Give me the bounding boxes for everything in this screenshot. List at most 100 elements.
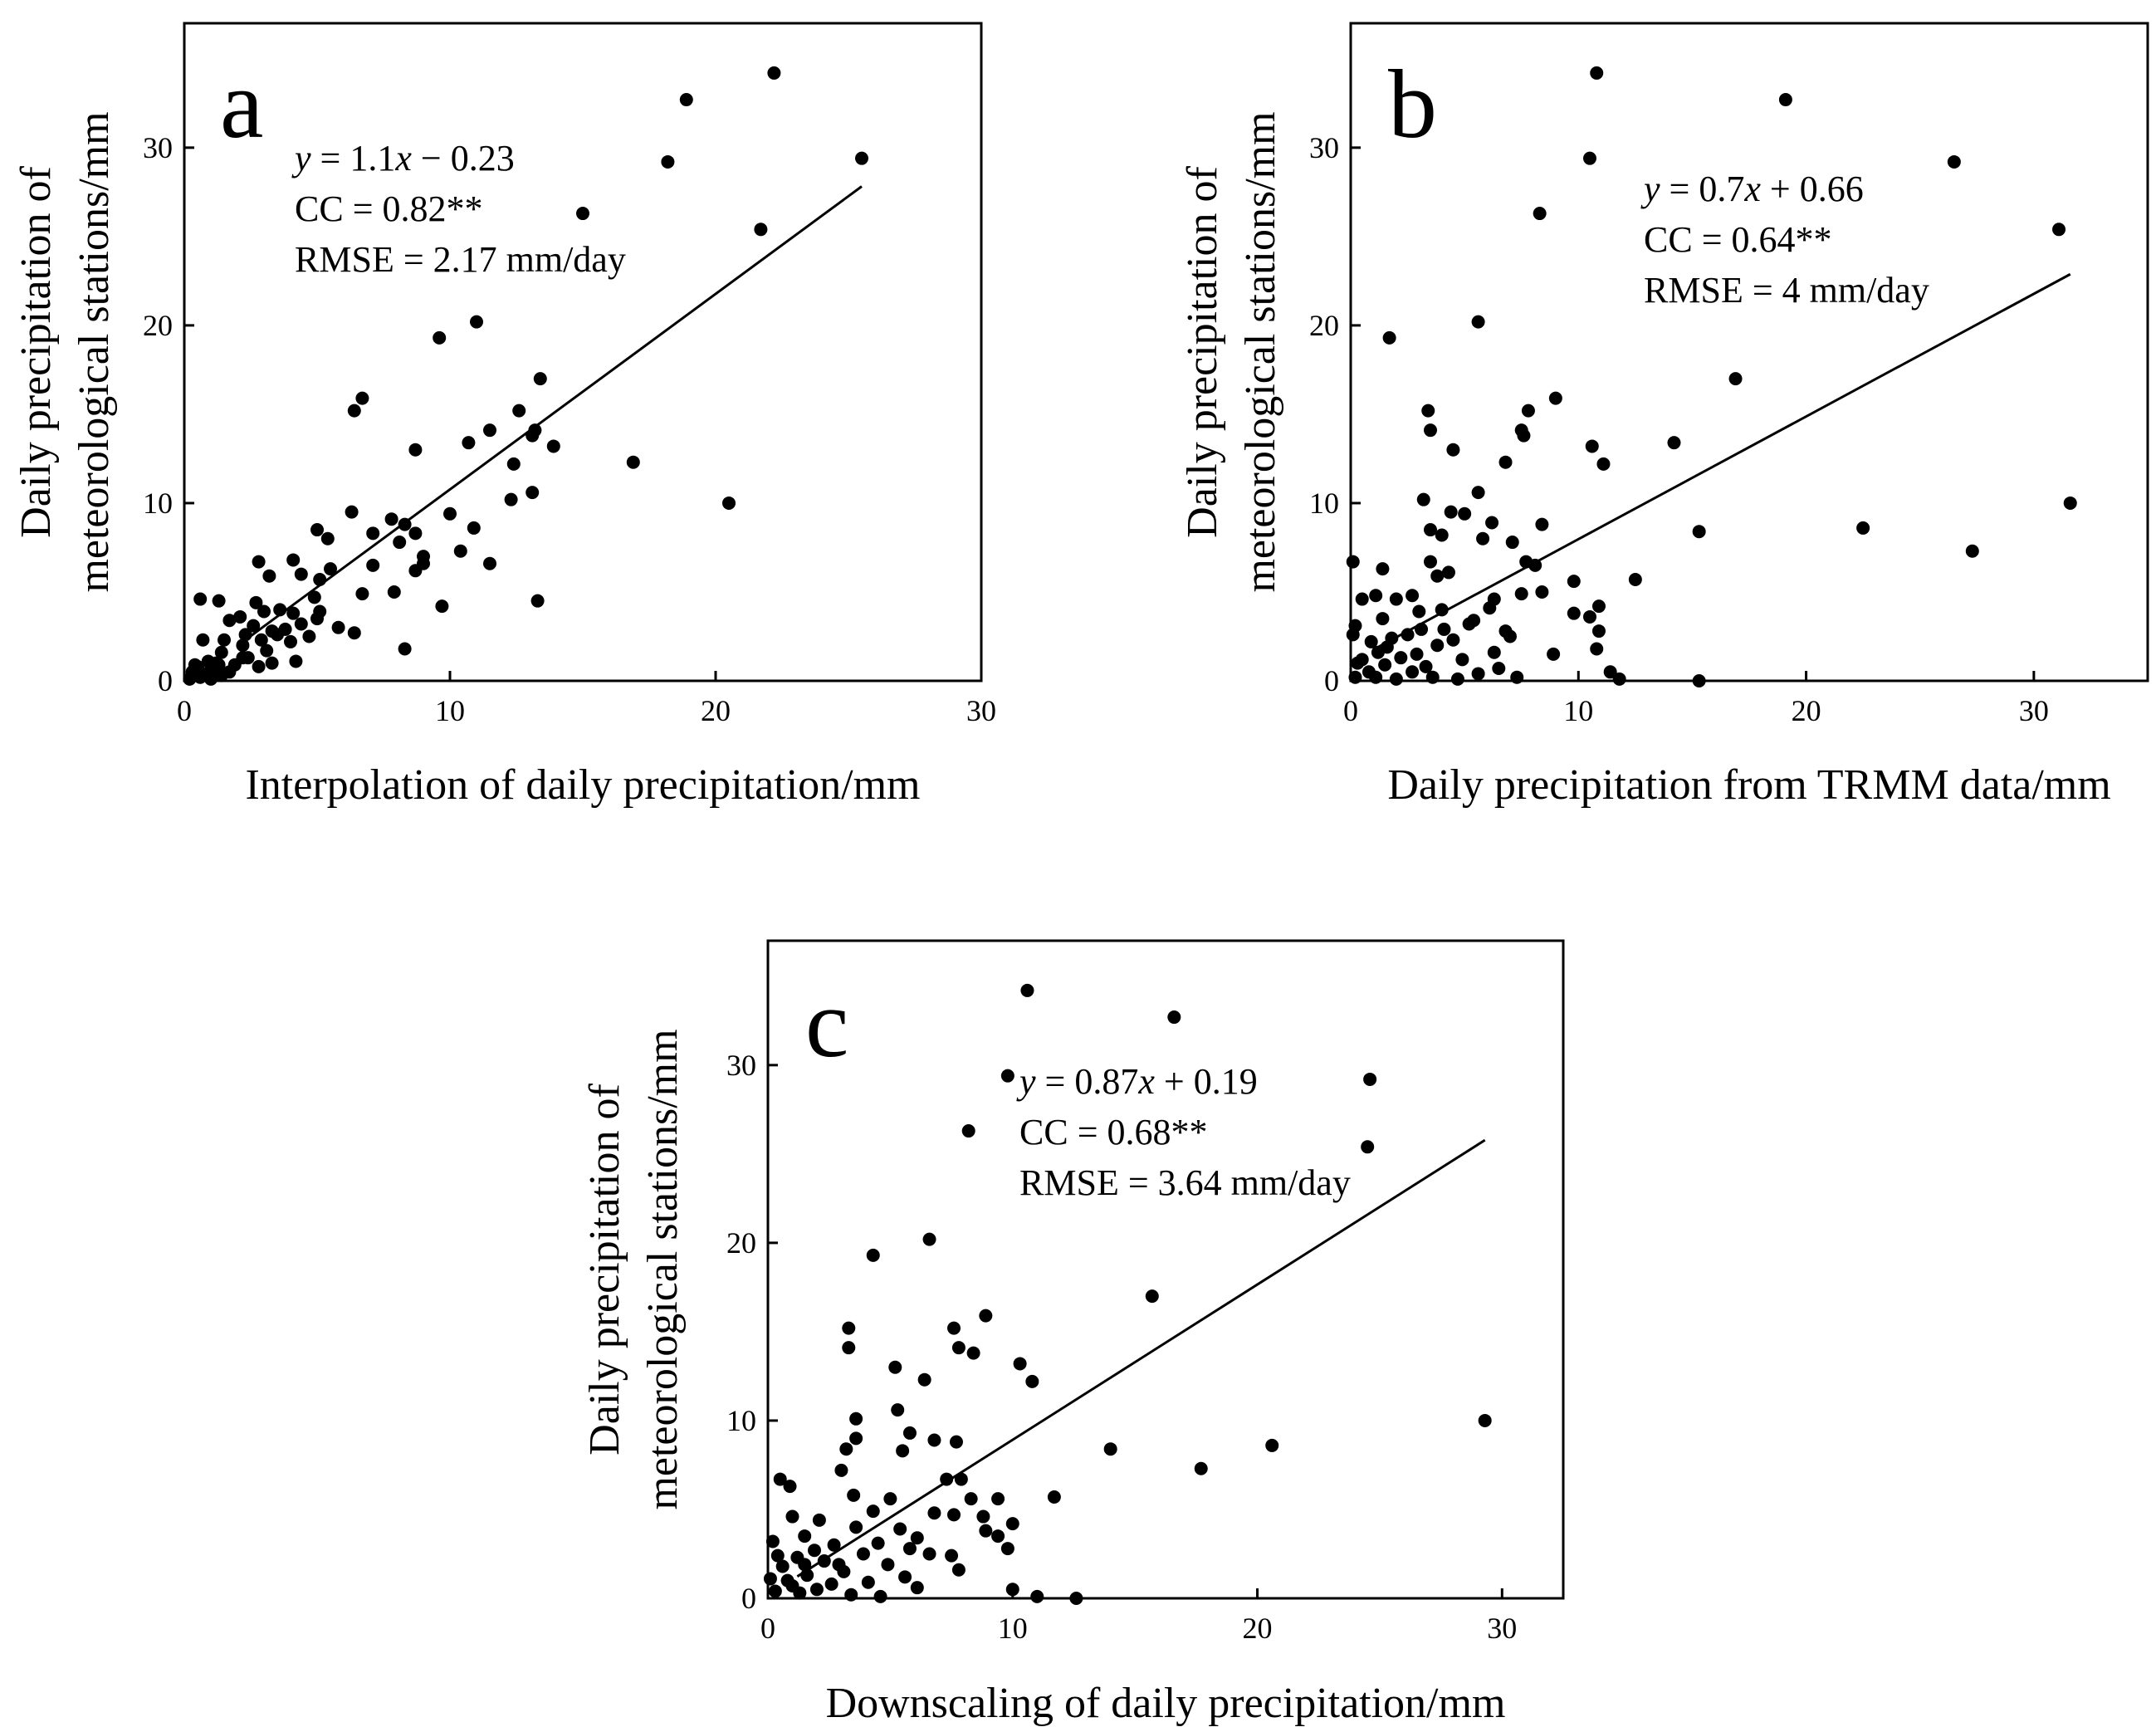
panel-c-point-28 (839, 1442, 853, 1456)
panel-b-y-tick-label-3: 30 (1309, 131, 1339, 164)
panel-b-point-11 (1521, 404, 1535, 418)
panel-a-point-16 (546, 439, 560, 453)
panel-b-x-tick-label-3: 30 (2019, 694, 2049, 727)
panel-b-point-14 (1517, 428, 1531, 443)
panel-c-point-18 (1025, 1374, 1039, 1388)
panel-a-point-1 (679, 93, 693, 107)
panel-c-point-22 (902, 1426, 917, 1440)
panel-b-equation: y = 0.7x + 0.66 (1640, 169, 1864, 209)
panel-a-point-32 (393, 536, 407, 550)
panel-b-point-79 (1406, 665, 1420, 679)
panel-c-fit-line-layer (796, 1138, 1486, 1578)
panel-a-point-0 (767, 66, 781, 80)
panel-a-x-tick-label-0: 0 (177, 694, 192, 727)
panel-b-point-54 (1412, 604, 1426, 619)
panel-a-rmse: RMSE = 2.17 mm/day (295, 239, 626, 280)
panel-a-y-axis-title-line2: meteorological stations/mm (71, 111, 118, 592)
panel-c-point-32 (940, 1472, 954, 1486)
panel-b-point-16 (1585, 439, 1599, 453)
panel-c-point-5 (1361, 1140, 1375, 1154)
panel-a-x-axis-title: Interpolation of daily precipitation/mm (245, 761, 920, 809)
panel-c-point-16 (888, 1360, 902, 1374)
panel-c-point-70 (824, 1577, 838, 1591)
panel-b-point-91 (1346, 628, 1360, 642)
panel-b-point-9 (1548, 391, 1562, 405)
panel-b-point-68 (1590, 642, 1604, 656)
panel-c-point-26 (1103, 1442, 1117, 1456)
panel-b-rmse: RMSE = 4 mm/day (1644, 270, 1929, 311)
panel-c-point-76 (873, 1589, 887, 1603)
panel-b-point-1 (1778, 93, 1792, 107)
panel-b-point-89 (1692, 674, 1706, 687)
panel-b-y-axis-title-line1: Daily precipitation of (1179, 166, 1226, 538)
panel-a-y-tick-label-0: 0 (158, 664, 173, 697)
panel-a: 0 10 20 30 0 10 20 30 a y = 1.1x − 0.23 CC = 0.… (12, 22, 996, 809)
panel-b-plot-frame (1349, 22, 2149, 682)
panel-c-point-60 (945, 1548, 959, 1563)
panel-a-point-90 (201, 654, 215, 668)
panel-a-point-63 (347, 626, 361, 640)
panel-a-point-76 (265, 656, 279, 670)
panel-c-point-34 (773, 1472, 787, 1486)
panel-c-point-69 (861, 1575, 875, 1589)
panel-a-equation: y = 1.1x − 0.23 (291, 138, 515, 179)
panel-a-point-66 (218, 633, 231, 647)
panel-b-point-81 (1603, 665, 1617, 679)
panel-a-point-33 (453, 544, 467, 558)
panel-a-point-74 (289, 654, 303, 668)
panel-c-point-30 (1194, 1461, 1208, 1475)
panel-a-point-31 (320, 531, 335, 545)
panel-b-point-25 (1485, 516, 1499, 530)
panel-a-point-9 (355, 391, 369, 405)
panel-c-point-59 (922, 1547, 936, 1561)
panel-c-point-2 (1000, 1069, 1014, 1083)
panel-c-point-37 (964, 1492, 978, 1506)
panel-c-point-62 (817, 1554, 831, 1568)
panel-c-point-48 (849, 1520, 863, 1534)
panel-c-point-10 (842, 1321, 856, 1335)
panel-a-point-94 (238, 628, 252, 642)
panel-c-point-39 (883, 1492, 897, 1506)
panel-b-point-4 (1533, 207, 1547, 221)
panel-a-point-60 (247, 619, 261, 633)
panel-c-point-17 (917, 1372, 931, 1387)
panel-a-equation-x: x (394, 138, 412, 179)
panel-b-point-65 (1446, 633, 1460, 647)
panel-a-point-61 (331, 620, 345, 634)
panel-b-point-8 (1728, 372, 1743, 386)
panel-c-point-42 (927, 1506, 941, 1520)
panel-a-regression-line (237, 185, 863, 648)
panel-c-point-54 (871, 1536, 885, 1550)
panel-a-point-27 (310, 523, 324, 537)
panel-c-equation-y: y (1016, 1061, 1036, 1102)
panel-a-point-55 (257, 604, 271, 619)
panel-a-point-39 (366, 558, 380, 572)
panel-c-y-axis-title-line1: Daily precipitation of (581, 1084, 628, 1455)
panel-a-point-44 (313, 572, 327, 586)
panel-a-point-86 (193, 670, 208, 684)
panel-c-point-82 (832, 1558, 846, 1572)
panel-b-point-93 (1410, 647, 1424, 661)
panel-c-x-tick-label-3: 30 (1487, 1612, 1517, 1645)
panel-b-point-71 (1547, 647, 1561, 661)
panel-a-point-89 (188, 658, 202, 672)
panel-c-point-27 (1265, 1438, 1279, 1452)
panel-a-point-48 (530, 594, 545, 608)
panel-b-point-39 (1376, 562, 1390, 576)
panel-a-point-14 (526, 428, 540, 443)
panel-c-point-49 (893, 1522, 907, 1536)
panel-a-point-10 (347, 404, 361, 418)
panel-a-point-3 (661, 154, 675, 169)
panel-b-point-18 (1498, 455, 1513, 469)
panel-b-point-73 (1455, 653, 1469, 667)
panel-a-point-40 (324, 562, 337, 576)
panel-c-point-40 (991, 1492, 1005, 1506)
panel-b-point-5 (2052, 223, 2066, 237)
panel-a-point-22 (722, 496, 736, 510)
panel-a-point-52 (435, 599, 449, 614)
panel-c-point-47 (1005, 1517, 1019, 1531)
panel-b-point-17 (1446, 443, 1460, 457)
panel-a-equation-intercept: − 0.23 (412, 138, 515, 179)
panel-b-point-26 (1535, 517, 1549, 531)
